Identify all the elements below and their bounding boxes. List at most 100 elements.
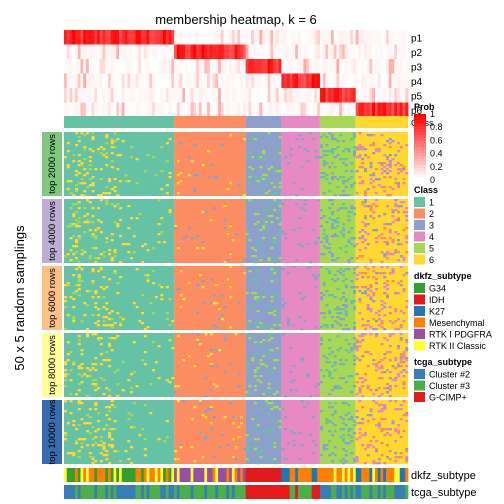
prob-cell	[97, 30, 101, 45]
membership-cell	[325, 150, 329, 153]
tcga-subtype-cell	[286, 485, 291, 499]
membership-cell	[388, 385, 392, 388]
prob-cell	[121, 59, 125, 74]
prob-cell	[372, 73, 376, 88]
prob-cell	[240, 88, 244, 103]
dkfz-subtype-cell	[97, 468, 101, 482]
prob-cell	[110, 30, 114, 45]
prob-cell	[99, 88, 103, 103]
membership-cell	[352, 308, 357, 311]
prob-cell	[242, 102, 247, 117]
membership-cell	[402, 274, 406, 277]
prob-cell	[355, 102, 359, 117]
membership-cell	[256, 180, 260, 183]
prob-cell	[193, 73, 197, 88]
membership-cell	[405, 172, 409, 175]
membership-cell	[405, 211, 409, 214]
prob-cell	[234, 102, 238, 117]
membership-cell	[94, 257, 98, 260]
membership-cell	[352, 146, 357, 149]
membership-cell	[369, 215, 373, 218]
membership-cell	[341, 270, 345, 273]
membership-cell	[212, 302, 216, 305]
membership-cell	[344, 414, 348, 417]
prob-cell	[66, 44, 70, 59]
prob-cell	[319, 102, 324, 117]
prob-legend-tick: 0.2	[430, 162, 443, 172]
membership-cell	[88, 221, 92, 224]
membership-cell	[88, 184, 92, 187]
tcga-subtype-cell	[405, 485, 409, 499]
membership-cell	[325, 144, 329, 147]
membership-cell	[77, 288, 81, 291]
membership-cell	[64, 400, 68, 403]
membership-cell	[94, 442, 98, 445]
prob-gradient-step	[414, 126, 426, 130]
prob-cell	[171, 73, 175, 88]
membership-cell	[355, 345, 359, 348]
prob-cell	[253, 102, 258, 117]
membership-cell	[341, 296, 345, 299]
prob-cell	[240, 102, 244, 117]
prob-cell	[124, 88, 128, 103]
membership-cell	[146, 274, 150, 277]
membership-cell	[270, 270, 274, 273]
membership-cell	[248, 385, 252, 388]
membership-cell	[319, 426, 323, 429]
membership-cell	[383, 166, 387, 169]
membership-cell	[396, 318, 401, 321]
membership-cell	[369, 182, 373, 185]
membership-cell	[64, 328, 68, 331]
membership-cell	[339, 308, 343, 311]
prob-cell	[97, 44, 101, 59]
class-segment	[64, 116, 175, 128]
membership-cell	[366, 243, 370, 246]
membership-cell	[377, 148, 381, 151]
membership-cell	[292, 266, 296, 269]
membership-cell	[187, 355, 191, 358]
membership-cell	[341, 458, 345, 461]
tcga-subtype-cell	[146, 485, 150, 499]
prob-cell	[196, 88, 200, 103]
membership-cell	[231, 422, 235, 425]
membership-cell	[281, 408, 285, 411]
membership-cell	[295, 203, 299, 206]
membership-cell	[97, 337, 101, 340]
prob-gradient-step	[414, 156, 426, 160]
membership-cell	[352, 286, 357, 289]
tcga-subtype-cell	[242, 485, 247, 499]
membership-cell	[297, 316, 301, 319]
tcga-subtype-cell	[308, 485, 313, 499]
membership-cell	[350, 347, 354, 350]
prob-cell	[297, 59, 302, 74]
membership-cell	[374, 363, 379, 366]
dkfz-subtype-cell	[358, 468, 362, 482]
tcga-subtype-cell	[97, 485, 101, 499]
membership-cell	[372, 436, 376, 439]
membership-cell	[141, 294, 145, 297]
prob-cell	[366, 88, 370, 103]
prob-cell	[262, 88, 266, 103]
membership-cell	[306, 266, 310, 269]
membership-cell	[396, 259, 401, 262]
membership-cell	[273, 261, 277, 264]
membership-cell	[385, 456, 390, 459]
prob-cell	[64, 59, 68, 74]
membership-cell	[102, 324, 106, 327]
membership-cell	[344, 310, 348, 313]
prob-cell	[154, 88, 158, 103]
membership-cell	[91, 438, 95, 441]
membership-cell	[330, 203, 334, 206]
prob-cell	[399, 102, 403, 117]
prob-cell	[303, 30, 307, 45]
membership-cell	[267, 383, 271, 386]
membership-cell	[165, 436, 169, 439]
prob-cell	[116, 73, 120, 88]
dkfz-subtype-cell	[152, 468, 156, 482]
membership-cell	[165, 142, 169, 145]
prob-cell	[358, 59, 362, 74]
membership-cell	[363, 266, 368, 269]
membership-cell	[308, 132, 312, 135]
membership-cell	[333, 296, 337, 299]
membership-cell	[377, 324, 381, 327]
